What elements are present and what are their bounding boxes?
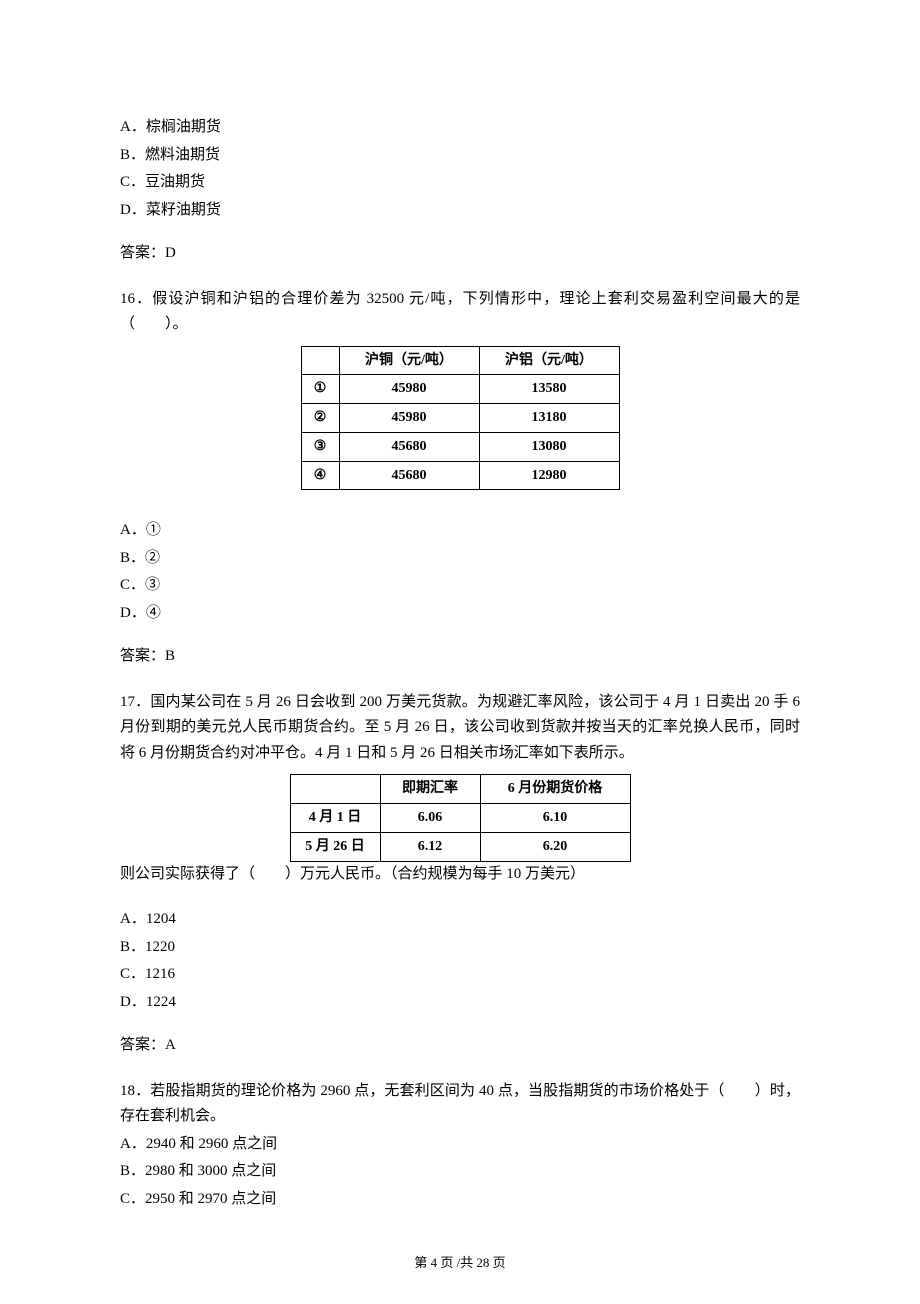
table-header: 沪铝（元/吨） — [479, 346, 619, 375]
option-c: C．1216 — [120, 962, 800, 988]
table-cell: 13580 — [479, 375, 619, 404]
table-cell: 4 月 1 日 — [290, 804, 380, 833]
table-row: ③ 45680 13080 — [301, 432, 619, 461]
table-cell: 13080 — [479, 432, 619, 461]
table-cell: ② — [301, 404, 339, 433]
option-c: C．③ — [120, 573, 800, 599]
table-header: 沪铜（元/吨） — [339, 346, 479, 375]
table-header: 6 月份期货价格 — [480, 775, 630, 804]
table-cell: 45980 — [339, 375, 479, 404]
question-18: 18．若股指期货的理论价格为 2960 点，无套利区间为 40 点，当股指期货的… — [120, 1079, 800, 1130]
table-cell: 45680 — [339, 461, 479, 490]
table-cell: 6.06 — [380, 804, 480, 833]
option-c: C．豆油期货 — [120, 170, 800, 196]
question-17: 17．国内某公司在 5 月 26 日会收到 200 万美元货款。为规避汇率风险，… — [120, 690, 800, 767]
table-row: ④ 45680 12980 — [301, 461, 619, 490]
table-header — [290, 775, 380, 804]
table-row: 4 月 1 日 6.06 6.10 — [290, 804, 630, 833]
option-b: B．2980 和 3000 点之间 — [120, 1159, 800, 1185]
table-cell: 6.12 — [380, 833, 480, 862]
table-cell: 6.20 — [480, 833, 630, 862]
option-b: B．1220 — [120, 935, 800, 961]
q17-table-wrap: 即期汇率 6 月份期货价格 4 月 1 日 6.06 6.10 5 月 26 日… — [120, 774, 800, 861]
table-row: 即期汇率 6 月份期货价格 — [290, 775, 630, 804]
question-16: 16．假设沪铜和沪铝的合理价差为 32500 元/吨，下列情形中，理论上套利交易… — [120, 287, 800, 338]
table-cell: 5 月 26 日 — [290, 833, 380, 862]
option-a: A．① — [120, 518, 800, 544]
table-cell: ① — [301, 375, 339, 404]
option-c: C．2950 和 2970 点之间 — [120, 1187, 800, 1213]
table-cell: ④ — [301, 461, 339, 490]
page-footer: 第 4 页 /共 28 页 — [120, 1252, 800, 1274]
answer-label: 答案：A — [120, 1033, 800, 1059]
option-d: D．1224 — [120, 990, 800, 1016]
option-b: B．② — [120, 546, 800, 572]
table-row: 沪铜（元/吨） 沪铝（元/吨） — [301, 346, 619, 375]
table-cell: 45680 — [339, 432, 479, 461]
q16-table-wrap: 沪铜（元/吨） 沪铝（元/吨） ① 45980 13580 ② 45980 13… — [120, 346, 800, 491]
option-a: A．1204 — [120, 907, 800, 933]
table-row: ① 45980 13580 — [301, 375, 619, 404]
answer-label: 答案：B — [120, 644, 800, 670]
q17-table: 即期汇率 6 月份期货价格 4 月 1 日 6.06 6.10 5 月 26 日… — [290, 774, 631, 861]
table-cell: ③ — [301, 432, 339, 461]
option-d: D．④ — [120, 601, 800, 627]
table-header — [301, 346, 339, 375]
table-row: 5 月 26 日 6.12 6.20 — [290, 833, 630, 862]
table-cell: 45980 — [339, 404, 479, 433]
option-d: D．菜籽油期货 — [120, 198, 800, 224]
option-a: A．棕榈油期货 — [120, 115, 800, 141]
option-b: B．燃料油期货 — [120, 143, 800, 169]
option-a: A．2940 和 2960 点之间 — [120, 1132, 800, 1158]
table-cell: 6.10 — [480, 804, 630, 833]
table-row: ② 45980 13180 — [301, 404, 619, 433]
table-cell: 12980 — [479, 461, 619, 490]
question-17-after: 则公司实际获得了（ ）万元人民币。（合约规模为每手 10 万美元） — [120, 862, 800, 888]
q16-table: 沪铜（元/吨） 沪铝（元/吨） ① 45980 13580 ② 45980 13… — [301, 346, 620, 491]
table-header: 即期汇率 — [380, 775, 480, 804]
table-cell: 13180 — [479, 404, 619, 433]
answer-label: 答案：D — [120, 241, 800, 267]
